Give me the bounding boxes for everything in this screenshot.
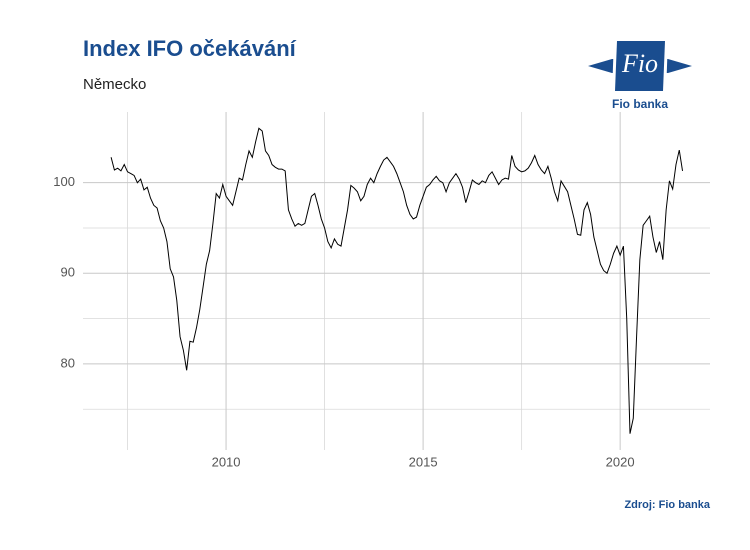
x-tick-label: 2015 [409,454,438,469]
source: Zdroj: Fio banka [624,499,710,511]
data-line [110,127,684,434]
logo-caption: Fio banka [612,97,668,111]
y-tick-label: 90 [61,265,75,280]
y-tick-label: 80 [61,355,75,370]
chart-subtitle: Německo [83,76,146,93]
x-tick-label: 2010 [212,454,241,469]
logo: Fio Fio banka [588,38,692,111]
y-tick-label: 100 [53,174,75,189]
x-tick-label: 2020 [606,454,635,469]
logo-text: Fio [621,49,658,78]
logo-box [615,41,665,91]
chart-title: Index IFO očekávání [83,36,297,61]
